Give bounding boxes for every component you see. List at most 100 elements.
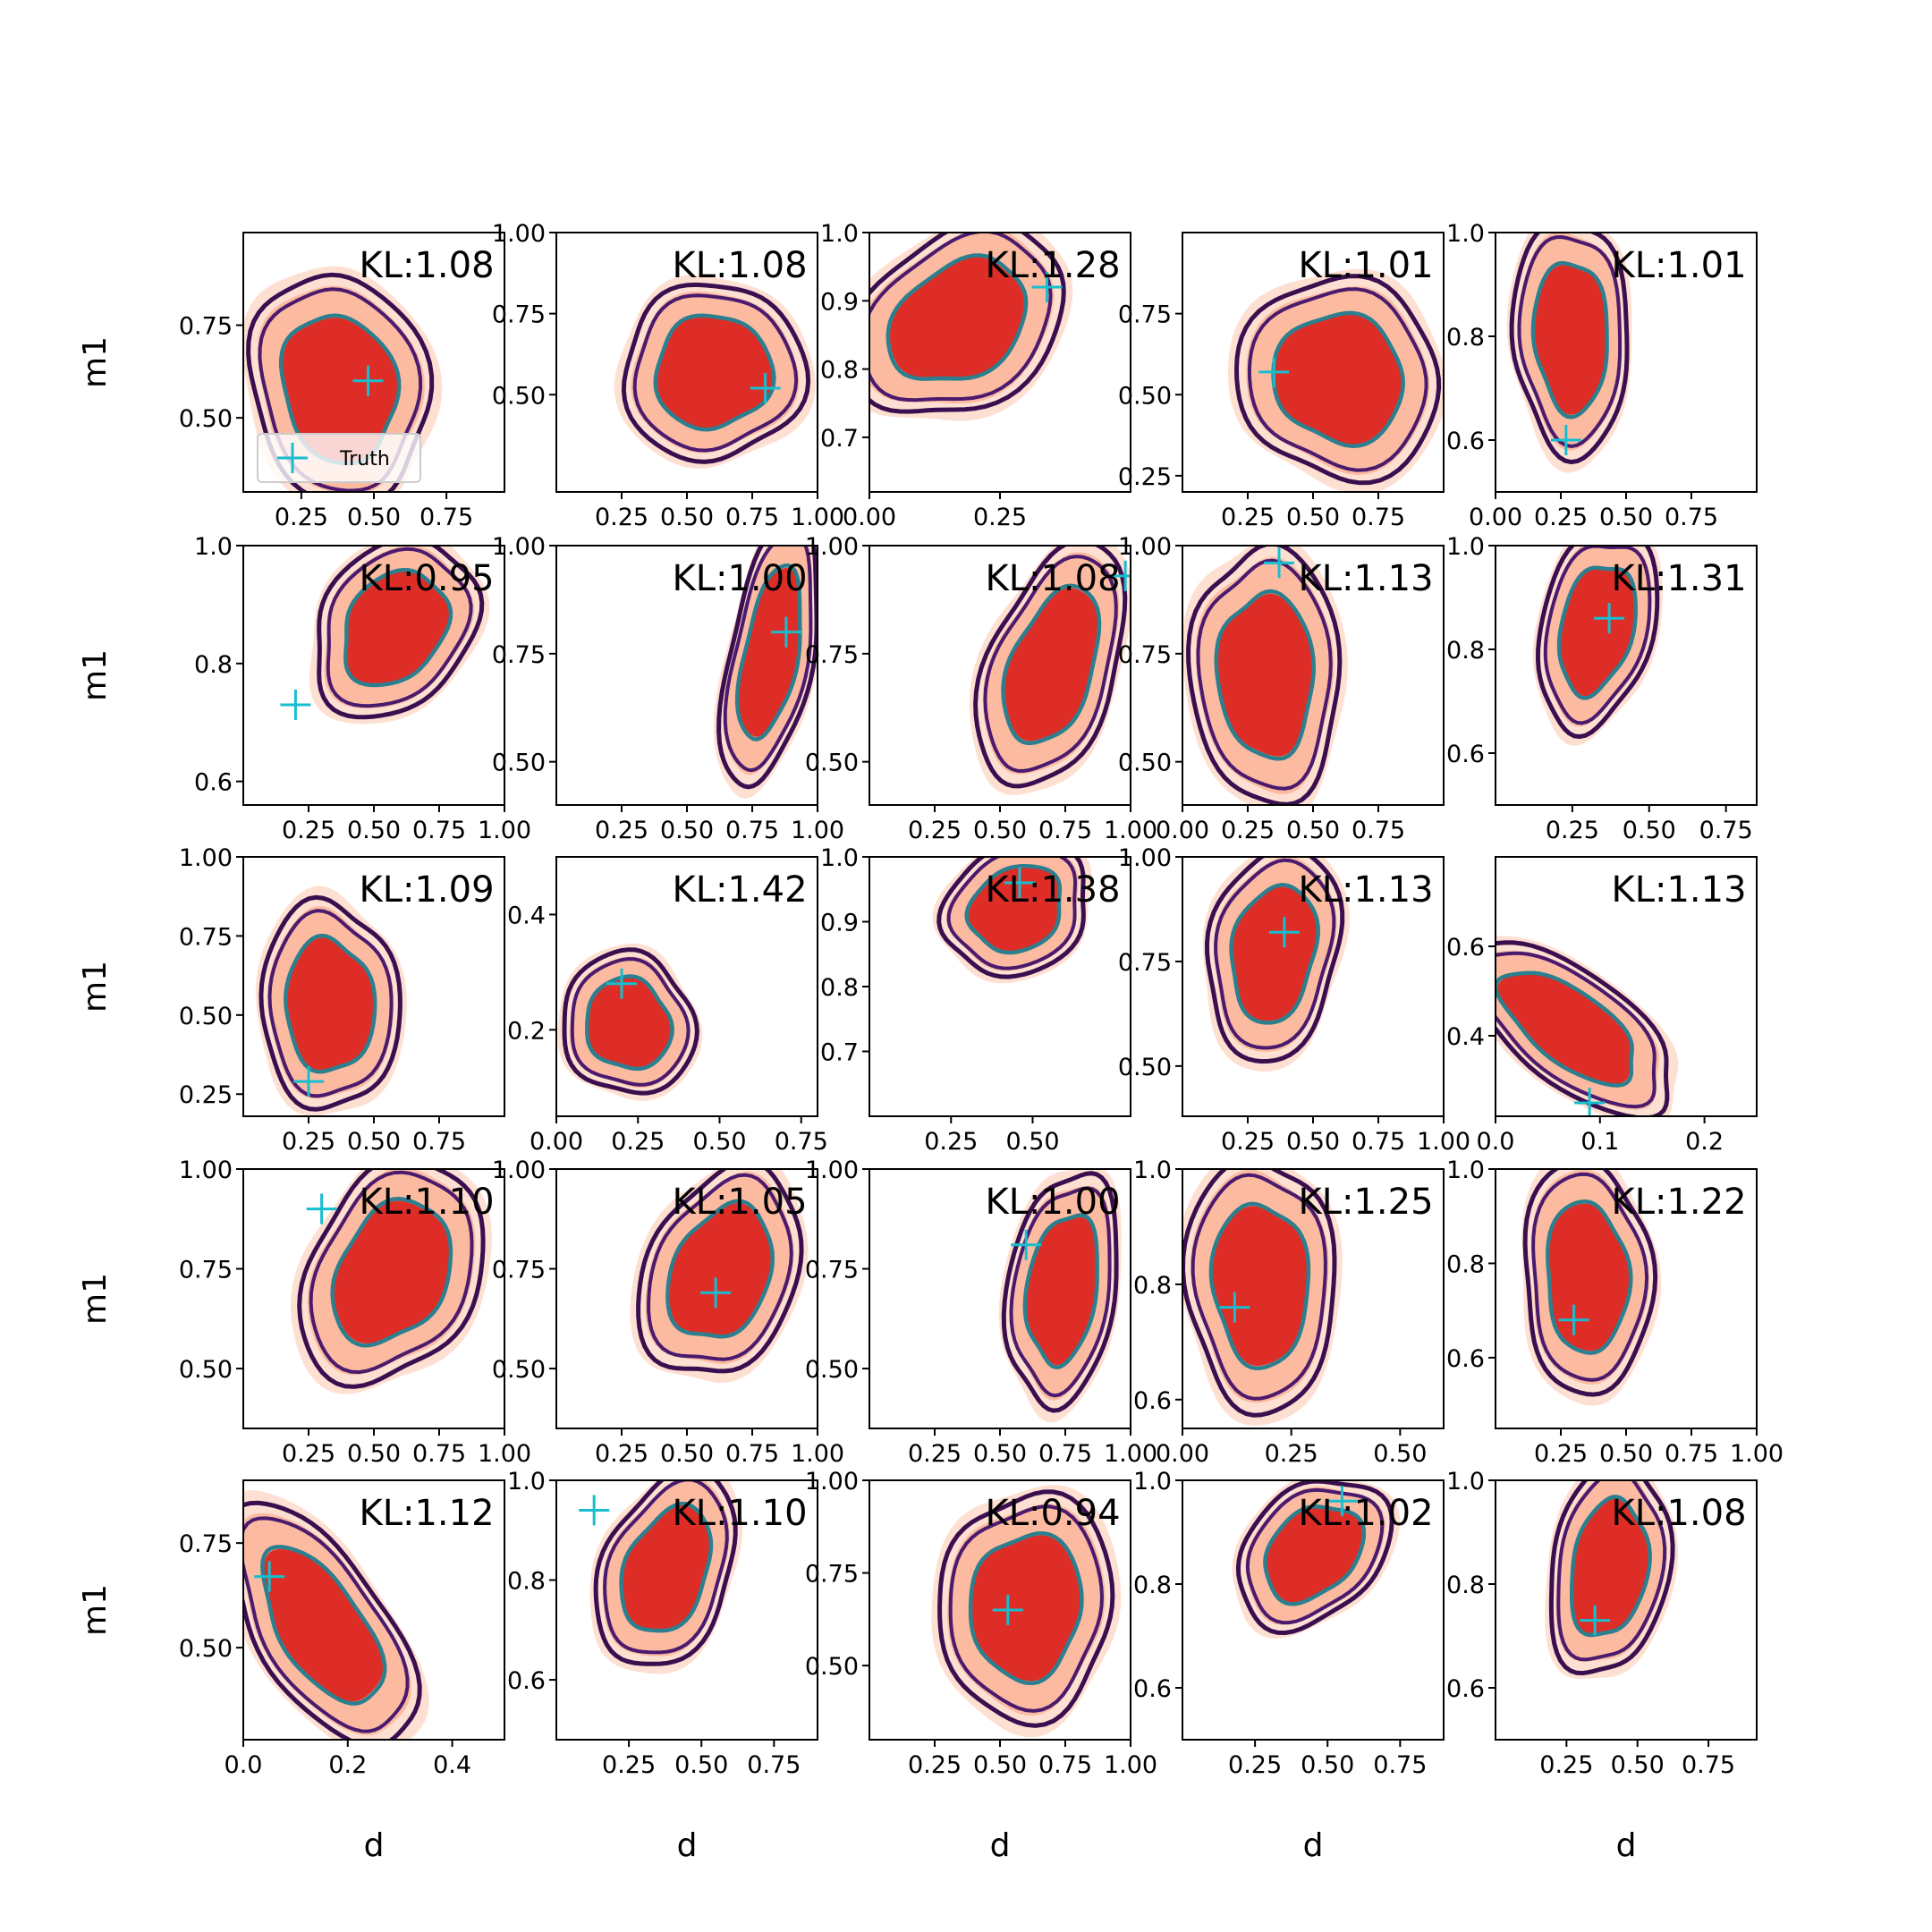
x-axis-label: d	[677, 1827, 698, 1864]
y-tick-label: 1.0	[1446, 1468, 1485, 1496]
y-tick-label: 0.75	[805, 1561, 859, 1589]
x-tick-label: 0.75	[725, 817, 779, 844]
kl-annotation: KL:1.22	[1611, 1182, 1746, 1223]
y-tick-label: 1.0	[194, 533, 233, 561]
legend: Truth	[257, 433, 421, 483]
y-axis-label: m1	[77, 649, 114, 701]
contour-line-outer	[1235, 1480, 1394, 1636]
y-tick-label: 0.8	[194, 651, 233, 679]
y-tick-label: 0.9	[820, 288, 859, 316]
kl-annotation: KL:1.01	[1298, 245, 1433, 286]
contour-line-mid	[983, 555, 1118, 773]
x-axis-label: d	[364, 1827, 385, 1864]
subplot-r4-c4: 0.25 0.50 0.75 0.6 0.8 1.0 KL:1.08 d	[1446, 1468, 1758, 1864]
contour-line-mid	[1247, 287, 1428, 472]
subplot-r2-c4: 0.0 0.1 0.2 0.4 0.6 KL:1.13	[1446, 856, 1758, 1156]
plot-area	[1521, 1169, 1662, 1406]
contour-line-outer	[246, 272, 435, 492]
subplot-r4-c3: 0.25 0.50 0.75 0.6 0.8 1.0 KL:1.02 d	[1133, 1468, 1445, 1864]
x-tick-label: 0.50	[1286, 1128, 1340, 1156]
x-tick-label: 0.25	[282, 817, 335, 844]
x-tick-label: 0.25	[282, 1440, 335, 1468]
kl-annotation: KL:1.08	[985, 558, 1120, 599]
subplot-r2-c2: 0.25 0.50 0.7 0.8 0.9 1.0 KL:1.38	[820, 844, 1131, 1156]
y-tick-label: 1.00	[179, 844, 233, 872]
truth-marker	[606, 968, 637, 999]
y-tick-label: 0.6	[1446, 428, 1485, 455]
y-tick-label: 1.00	[492, 220, 546, 248]
contour-line-mid	[1543, 546, 1652, 725]
x-tick-label: 0.75	[1682, 1751, 1735, 1779]
contour-line-outer	[1186, 546, 1343, 805]
kl-annotation: KL:1.13	[1298, 558, 1433, 599]
density-fill-inner	[890, 257, 1024, 377]
plot-area	[969, 546, 1131, 795]
x-tick-label: 0.50	[1301, 1751, 1354, 1779]
x-tick-label: 0.25	[1221, 817, 1275, 844]
truth-marker	[1574, 1088, 1606, 1116]
contour-line-mid	[1531, 1172, 1649, 1382]
contour-line-mid	[1009, 1186, 1112, 1398]
axes-frame	[1495, 545, 1758, 806]
x-tick-label: 0.75	[1038, 817, 1092, 844]
truth-marker	[1004, 868, 1035, 898]
kl-annotation: KL:1.01	[1611, 245, 1746, 286]
y-tick-label: 1.0	[820, 844, 859, 872]
y-tick-label: 0.75	[805, 641, 859, 669]
subplot-r1-c3: 0.00 0.25 0.50 0.75 0.50 0.75 1.00 KL:1.13	[1118, 533, 1445, 844]
plot-area	[1182, 1169, 1343, 1426]
contour-line-inner	[1022, 1213, 1099, 1369]
y-tick-label: 0.50	[1118, 750, 1172, 777]
contour-line-mid	[1214, 858, 1336, 1050]
subplot-r4-c1: 0.25 0.50 0.75 0.6 0.8 1.0 KL:1.10 d	[507, 1468, 818, 1864]
plot-area	[998, 1169, 1122, 1423]
y-tick-label: 0.6	[1446, 1675, 1485, 1703]
subplot-r0-c2: 0.00 0.25 0.7 0.8 0.9 1.0 KL:1.28	[820, 220, 1131, 531]
density-fill-inner	[264, 1548, 384, 1702]
y-tick-label: 1.00	[805, 533, 859, 561]
y-tick-label: 0.8	[1446, 1250, 1485, 1278]
subplot-r0-c3: 0.25 0.50 0.75 0.25 0.50 0.75 KL:1.01	[1118, 232, 1445, 531]
y-tick-label: 0.7	[820, 1039, 859, 1067]
y-tick-label: 0.75	[179, 1257, 233, 1284]
y-tick-label: 1.0	[820, 220, 859, 248]
y-tick-label: 0.6	[1133, 1387, 1172, 1415]
y-tick-label: 0.75	[492, 641, 546, 669]
x-tick-label: 0.25	[908, 1751, 962, 1779]
x-tick-label: 1.00	[1104, 1440, 1157, 1468]
density-fill-inner	[1266, 1507, 1363, 1603]
axes-frame	[1495, 856, 1758, 1117]
y-tick-label: 0.6	[507, 1667, 546, 1695]
x-tick-label: 0.75	[1352, 1128, 1405, 1156]
y-tick-label: 0.6	[1133, 1675, 1172, 1703]
y-tick-label: 0.75	[805, 1257, 859, 1284]
truth-marker	[254, 1561, 285, 1592]
x-tick-label: 0.50	[660, 504, 714, 531]
truth-marker	[1110, 560, 1131, 591]
x-tick-label: 0.25	[1265, 1440, 1318, 1468]
x-tick-label: 0.50	[1286, 504, 1340, 531]
contour-line-mid	[1517, 234, 1623, 449]
kl-annotation: KL:1.25	[1298, 1182, 1433, 1223]
contour-line-outer	[297, 1169, 486, 1389]
contour-line-inner	[1208, 1201, 1311, 1370]
contour-line-inner	[1530, 260, 1609, 419]
x-tick-label: 0.25	[611, 1128, 665, 1156]
contour-line-mid	[632, 293, 799, 453]
contour-line-outer	[869, 233, 1066, 414]
x-tick-label: 0.2	[328, 1751, 367, 1779]
kl-annotation: KL:0.94	[985, 1493, 1120, 1534]
truth-marker	[579, 1495, 610, 1526]
x-tick-label: 0.50	[347, 1440, 401, 1468]
density-fill-inner	[1572, 1498, 1649, 1633]
contour-line-inner	[260, 1545, 387, 1706]
plot-area	[630, 1169, 809, 1383]
x-tick-label: 0.50	[1373, 1440, 1427, 1468]
y-tick-label: 0.8	[1133, 1272, 1172, 1300]
x-tick-label: 0.00	[530, 1128, 583, 1156]
y-tick-label: 0.6	[1446, 741, 1485, 768]
plot-area	[713, 546, 818, 799]
truth-marker	[306, 1193, 337, 1224]
y-tick-label: 0.6	[1446, 934, 1485, 962]
density-fill-inner	[738, 568, 800, 737]
